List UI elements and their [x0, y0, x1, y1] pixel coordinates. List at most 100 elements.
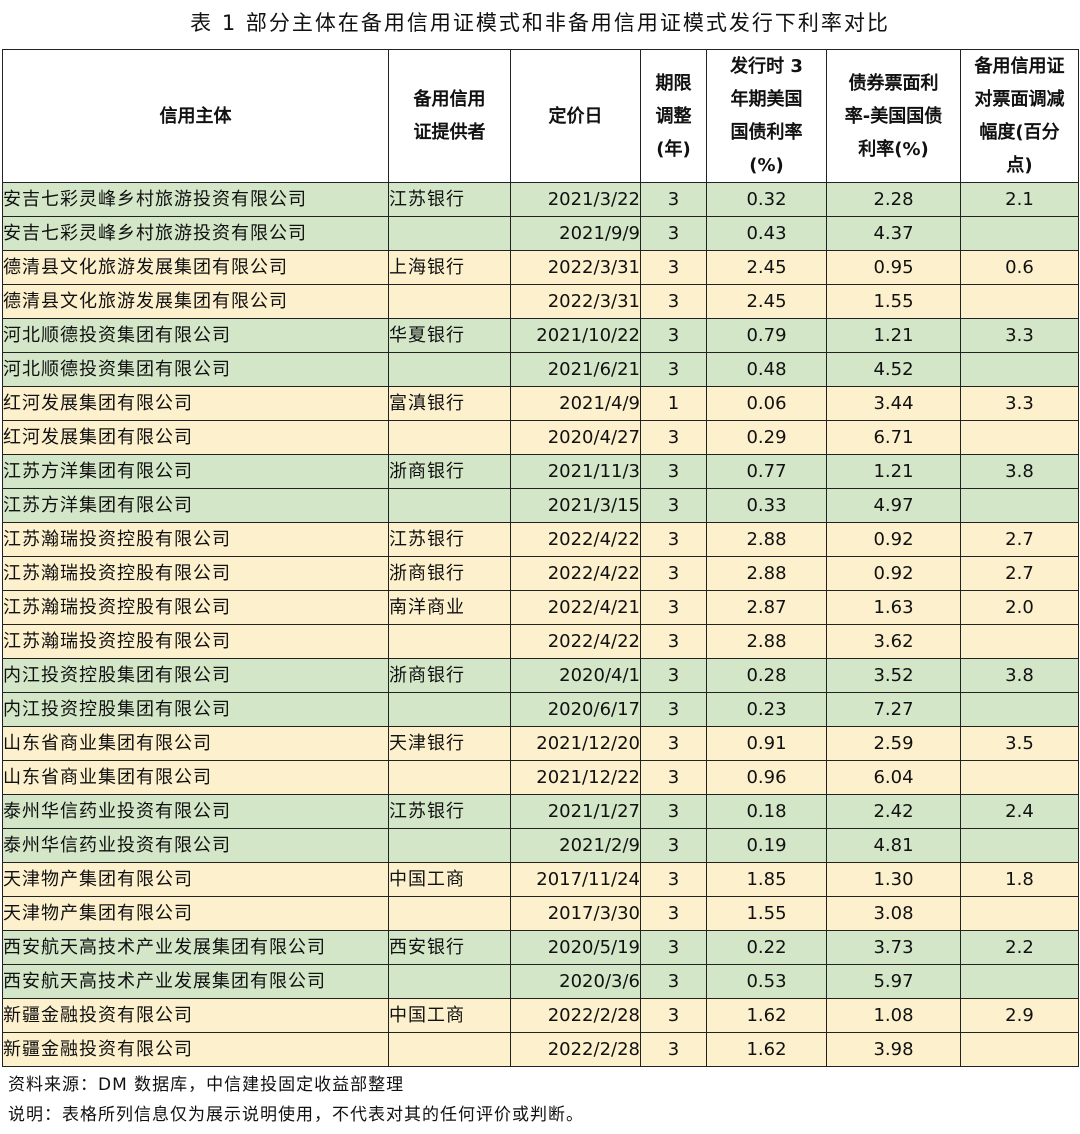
- entity-cell: 泰州华信药业投资有限公司: [2, 794, 389, 829]
- ust-rate-cell: 0.29: [706, 420, 827, 455]
- spread-cell: 3.62: [826, 624, 961, 659]
- ust-rate-cell: 0.79: [706, 318, 827, 353]
- table-row: 泰州华信药业投资有限公司 江苏银行 2021/1/27 3 0.18 2.42 2.4: [2, 794, 1079, 829]
- term-cell: 3: [640, 624, 707, 659]
- term-cell: 3: [640, 284, 707, 319]
- entity-cell: 江苏瀚瑞投资控股有限公司: [2, 590, 389, 625]
- table-row: 泰州华信药业投资有限公司 2021/2/9 3 0.19 4.81: [2, 828, 1079, 863]
- bank-cell: [388, 1032, 511, 1067]
- table-row: 西安航天高技术产业发展集团有限公司 2020/3/6 3 0.53 5.97: [2, 964, 1079, 999]
- bank-cell: [388, 828, 511, 863]
- reduction-cell: 3.5: [960, 726, 1079, 761]
- date-cell: 2020/6/17: [510, 692, 641, 727]
- term-cell: 3: [640, 318, 707, 353]
- header-row: 信用主体 备用信用证提供者 定价日 期限调整(年) 发行时 3 年期美国国债利率…: [2, 49, 1079, 183]
- term-cell: 3: [640, 352, 707, 387]
- disclaimer-note: 说明：表格所列信息仅为展示说明使用，不代表对其的任何评价或判断。: [8, 1105, 584, 1125]
- table-row: 安吉七彩灵峰乡村旅游投资有限公司 江苏银行 2021/3/22 3 0.32 2.28 2.…: [2, 182, 1079, 217]
- entity-cell: 安吉七彩灵峰乡村旅游投资有限公司: [2, 182, 389, 217]
- entity-cell: 新疆金融投资有限公司: [2, 1032, 389, 1067]
- reduction-cell: [960, 760, 1079, 795]
- bank-cell: 天津银行: [388, 726, 511, 761]
- entity-cell: 红河发展集团有限公司: [2, 420, 389, 455]
- entity-cell: 山东省商业集团有限公司: [2, 726, 389, 761]
- spread-cell: 4.52: [826, 352, 961, 387]
- bank-cell: 浙商银行: [388, 454, 511, 489]
- header-spread: 债券票面利率-美国国债利率(%): [826, 49, 961, 183]
- term-cell: 3: [640, 998, 707, 1033]
- bank-cell: 江苏银行: [388, 794, 511, 829]
- ust-rate-cell: 0.96: [706, 760, 827, 795]
- date-cell: 2022/4/22: [510, 624, 641, 659]
- reduction-cell: 2.2: [960, 930, 1079, 965]
- entity-cell: 江苏方洋集团有限公司: [2, 454, 389, 489]
- bank-cell: 南洋商业: [388, 590, 511, 625]
- ust-rate-cell: 2.88: [706, 522, 827, 557]
- header-term: 期限调整(年): [640, 49, 707, 183]
- table-row: 内江投资控股集团有限公司 浙商银行 2020/4/1 3 0.28 3.52 3.8: [2, 658, 1079, 693]
- entity-cell: 内江投资控股集团有限公司: [2, 692, 389, 727]
- reduction-cell: [960, 896, 1079, 931]
- bank-cell: [388, 624, 511, 659]
- entity-cell: 西安航天高技术产业发展集团有限公司: [2, 964, 389, 999]
- spread-cell: 1.30: [826, 862, 961, 897]
- date-cell: 2022/4/22: [510, 556, 641, 591]
- entity-cell: 天津物产集团有限公司: [2, 862, 389, 897]
- term-cell: 3: [640, 964, 707, 999]
- table-row: 江苏方洋集团有限公司 浙商银行 2021/11/3 3 0.77 1.21 3.8: [2, 454, 1079, 489]
- spread-cell: 3.73: [826, 930, 961, 965]
- term-cell: 3: [640, 658, 707, 693]
- ust-rate-cell: 1.62: [706, 1032, 827, 1067]
- term-cell: 1: [640, 386, 707, 421]
- reduction-cell: 1.8: [960, 862, 1079, 897]
- reduction-cell: 3.3: [960, 386, 1079, 421]
- date-cell: 2021/6/21: [510, 352, 641, 387]
- term-cell: 3: [640, 250, 707, 285]
- reduction-cell: [960, 352, 1079, 387]
- reduction-cell: [960, 420, 1079, 455]
- table-row: 江苏瀚瑞投资控股有限公司 浙商银行 2022/4/22 3 2.88 0.92 2.7: [2, 556, 1079, 591]
- reduction-cell: [960, 692, 1079, 727]
- table-row: 西安航天高技术产业发展集团有限公司 西安银行 2020/5/19 3 0.22 3.73 2…: [2, 930, 1079, 965]
- spread-cell: 3.08: [826, 896, 961, 931]
- spread-cell: 0.92: [826, 522, 961, 557]
- spread-cell: 7.27: [826, 692, 961, 727]
- date-cell: 2022/4/22: [510, 522, 641, 557]
- table-row: 山东省商业集团有限公司 2021/12/22 3 0.96 6.04: [2, 760, 1079, 795]
- ust-rate-cell: 2.45: [706, 284, 827, 319]
- term-cell: 3: [640, 420, 707, 455]
- date-cell: 2021/4/9: [510, 386, 641, 421]
- entity-cell: 江苏瀚瑞投资控股有限公司: [2, 556, 389, 591]
- bank-cell: [388, 760, 511, 795]
- bank-cell: 西安银行: [388, 930, 511, 965]
- term-cell: 3: [640, 692, 707, 727]
- bank-cell: 浙商银行: [388, 658, 511, 693]
- bank-cell: 江苏银行: [388, 182, 511, 217]
- reduction-cell: 3.8: [960, 658, 1079, 693]
- date-cell: 2022/2/28: [510, 1032, 641, 1067]
- ust-rate-cell: 0.28: [706, 658, 827, 693]
- reduction-cell: [960, 828, 1079, 863]
- table-body: 安吉七彩灵峰乡村旅游投资有限公司 江苏银行 2021/3/22 3 0.32 2.28 2.…: [2, 182, 1079, 1067]
- bank-cell: [388, 216, 511, 251]
- bank-cell: [388, 284, 511, 319]
- bank-cell: [388, 488, 511, 523]
- date-cell: 2021/3/22: [510, 182, 641, 217]
- bank-cell: [388, 352, 511, 387]
- ust-rate-cell: 2.88: [706, 624, 827, 659]
- spread-cell: 0.92: [826, 556, 961, 591]
- reduction-cell: 2.4: [960, 794, 1079, 829]
- table-row: 德清县文化旅游发展集团有限公司 2022/3/31 3 2.45 1.55: [2, 284, 1079, 319]
- entity-cell: 红河发展集团有限公司: [2, 386, 389, 421]
- table-row: 天津物产集团有限公司 2017/3/30 3 1.55 3.08: [2, 896, 1079, 931]
- spread-cell: 4.81: [826, 828, 961, 863]
- term-cell: 3: [640, 760, 707, 795]
- table-title: 表 1 部分主体在备用信用证模式和非备用信用证模式发行下利率对比: [190, 11, 890, 35]
- table-row: 天津物产集团有限公司 中国工商 2017/11/24 3 1.85 1.30 1.8: [2, 862, 1079, 897]
- date-cell: 2022/3/31: [510, 284, 641, 319]
- reduction-cell: 2.0: [960, 590, 1079, 625]
- table-row: 江苏瀚瑞投资控股有限公司 江苏银行 2022/4/22 3 2.88 0.92 2.7: [2, 522, 1079, 557]
- ust-rate-cell: 0.06: [706, 386, 827, 421]
- entity-cell: 山东省商业集团有限公司: [2, 760, 389, 795]
- ust-rate-cell: 0.91: [706, 726, 827, 761]
